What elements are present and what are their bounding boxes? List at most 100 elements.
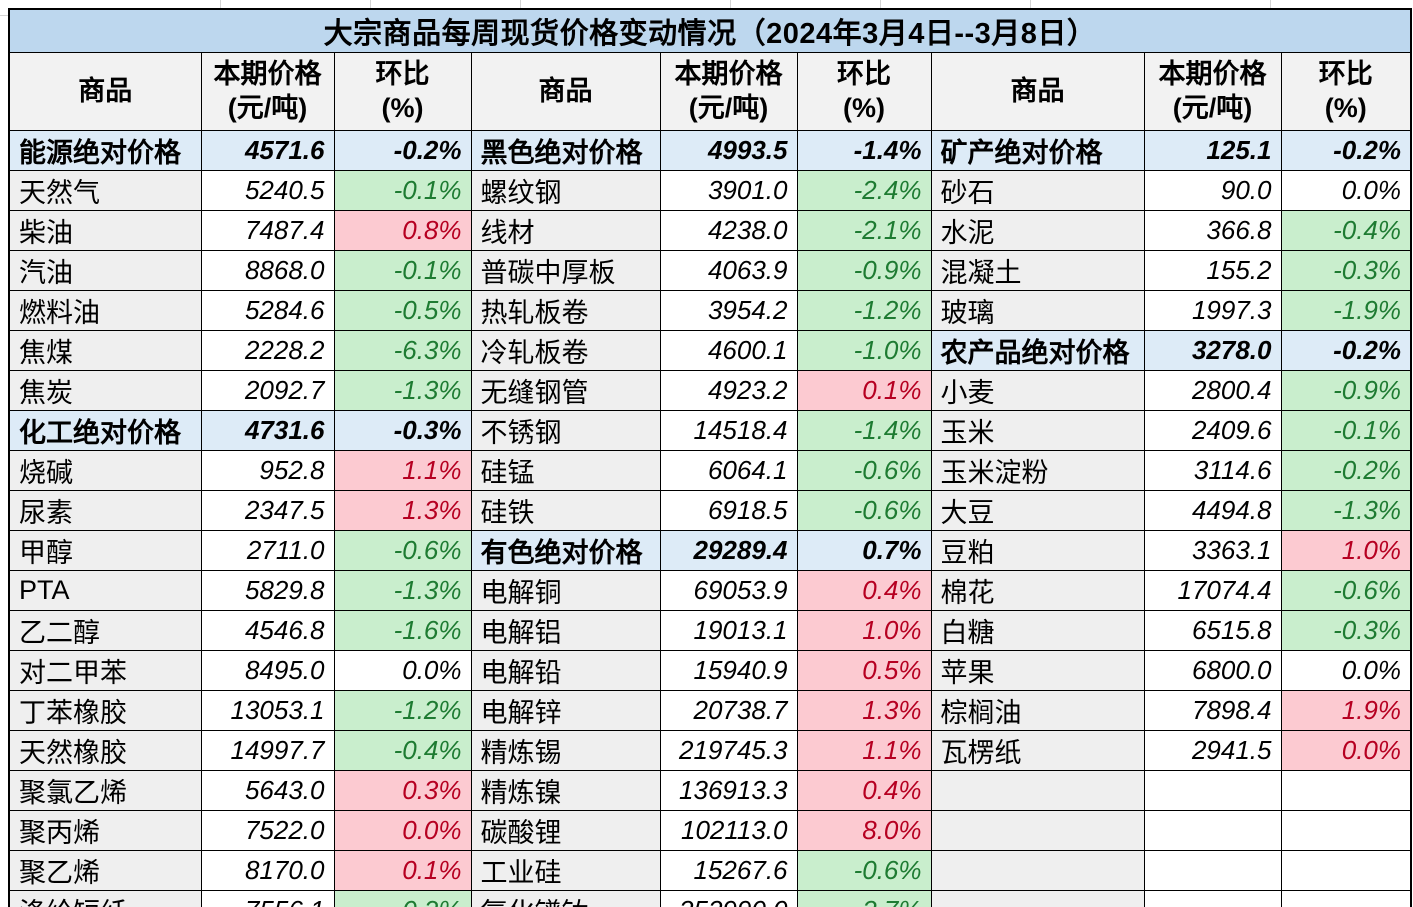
price-cell: 6918.5 — [659, 490, 798, 531]
gridline — [1270, 0, 1271, 8]
category-name-cell: 农产品绝对价格 — [930, 330, 1145, 371]
pct-cell: -1.4% — [796, 410, 932, 451]
commodity-name-cell: 电解铅 — [470, 650, 661, 691]
table-row: 燃料油 5284.6 -0.5% 热轧板卷 3954.2 -1.2% 玻璃 1997.3 -1.… — [8, 290, 1412, 331]
empty-name-cell — [930, 770, 1145, 811]
commodity-name-cell: 烧碱 — [8, 450, 202, 491]
category-pct-cell: -0.2% — [1280, 130, 1412, 171]
pct-cell: 0.1% — [333, 850, 472, 891]
pct-cell: -6.3% — [333, 330, 472, 371]
commodity-name-cell: 螺纹钢 — [470, 170, 661, 211]
price-cell: 6515.8 — [1143, 610, 1282, 651]
commodity-name-cell: 乙二醇 — [8, 610, 202, 651]
category-price-cell: 3278.0 — [1143, 330, 1282, 371]
gridline — [730, 0, 731, 8]
commodity-name-cell: 丁苯橡胶 — [8, 690, 202, 731]
header-label: (%) — [843, 92, 885, 123]
pct-cell: -0.6% — [796, 490, 932, 531]
header-commodity-2: 商品 — [470, 52, 661, 131]
price-cell: 90.0 — [1143, 170, 1282, 211]
commodity-name-cell: 热轧板卷 — [470, 290, 661, 331]
header-price-3: 本期价格 (元/吨) — [1143, 52, 1282, 131]
commodity-name-cell: 精炼镍 — [470, 770, 661, 811]
commodity-name-cell: 氧化镨钕 — [470, 890, 661, 907]
price-cell: 69053.9 — [659, 570, 798, 611]
pct-cell: -0.1% — [333, 170, 472, 211]
price-cell: 7522.0 — [200, 810, 335, 851]
price-cell — [1143, 850, 1282, 891]
price-cell: 136913.3 — [659, 770, 798, 811]
commodity-name-cell: 瓦楞纸 — [930, 730, 1145, 771]
price-cell — [1143, 770, 1282, 811]
price-cell: 19013.1 — [659, 610, 798, 651]
pct-cell: -0.1% — [1280, 410, 1412, 451]
table-row: 焦煤 2228.2 -6.3% 冷轧板卷 4600.1 -1.0% 农产品绝对价格 3278.… — [8, 330, 1412, 371]
price-cell: 8868.0 — [200, 250, 335, 291]
price-cell: 20738.7 — [659, 690, 798, 731]
price-cell: 8170.0 — [200, 850, 335, 891]
commodity-name-cell: 玻璃 — [930, 290, 1145, 331]
category-price-cell: 4731.6 — [200, 410, 335, 451]
pct-cell: 0.1% — [796, 370, 932, 411]
gridline — [370, 0, 371, 8]
commodity-name-cell: 天然气 — [8, 170, 202, 211]
commodity-name-cell: 水泥 — [930, 210, 1145, 251]
pct-cell: -0.3% — [1280, 610, 1412, 651]
table-row: 汽油 8868.0 -0.1% 普碳中厚板 4063.9 -0.9% 混凝土 155.2 -0.… — [8, 250, 1412, 291]
category-name-cell: 黑色绝对价格 — [470, 130, 661, 171]
gridline — [220, 0, 221, 8]
commodity-name-cell: 碳酸锂 — [470, 810, 661, 851]
commodity-name-cell: 电解铝 — [470, 610, 661, 651]
price-cell: 4546.8 — [200, 610, 335, 651]
price-cell: 2347.5 — [200, 490, 335, 531]
price-cell: 366.8 — [1143, 210, 1282, 251]
price-cell: 4600.1 — [659, 330, 798, 371]
pct-cell: 1.1% — [333, 450, 472, 491]
commodity-name-cell: 小麦 — [930, 370, 1145, 411]
pct-cell: -0.2% — [333, 890, 472, 907]
commodity-name-cell: PTA — [8, 570, 202, 611]
pct-cell: 1.1% — [796, 730, 932, 771]
commodity-name-cell: 棉花 — [930, 570, 1145, 611]
empty-name-cell — [930, 850, 1145, 891]
commodity-name-cell: 白糖 — [930, 610, 1145, 651]
price-cell: 3901.0 — [659, 170, 798, 211]
header-label: 环比 — [375, 58, 430, 89]
pct-cell: 0.8% — [333, 210, 472, 251]
price-cell — [1143, 890, 1282, 907]
category-pct-cell: -0.2% — [333, 130, 472, 171]
category-price-cell: 29289.4 — [659, 530, 798, 571]
table-row: PTA 5829.8 -1.3% 电解铜 69053.9 0.4% 棉花 17074.4 -0.… — [8, 570, 1412, 611]
header-price-1: 本期价格 (元/吨) — [200, 52, 335, 131]
pct-cell: 1.3% — [333, 490, 472, 531]
category-name-cell: 化工绝对价格 — [8, 410, 202, 451]
commodity-name-cell: 甲醇 — [8, 530, 202, 571]
pct-cell: -0.9% — [796, 250, 932, 291]
price-cell: 353990.0 — [659, 890, 798, 907]
header-price-2: 本期价格 (元/吨) — [659, 52, 798, 131]
price-cell: 5643.0 — [200, 770, 335, 811]
price-cell: 952.8 — [200, 450, 335, 491]
pct-cell — [1280, 810, 1412, 851]
header-label: 本期价格 — [1158, 58, 1267, 89]
category-name-cell: 能源绝对价格 — [8, 130, 202, 171]
pct-cell: -1.6% — [333, 610, 472, 651]
price-cell: 15940.9 — [659, 650, 798, 691]
pct-cell: -0.3% — [1280, 250, 1412, 291]
table-row: 甲醇 2711.0 -0.6% 有色绝对价格 29289.4 0.7% 豆粕 3363.1 1.… — [8, 530, 1412, 571]
header-label: 商品 — [78, 75, 133, 106]
category-price-cell: 125.1 — [1143, 130, 1282, 171]
pct-cell: -0.6% — [1280, 570, 1412, 611]
price-cell: 155.2 — [1143, 250, 1282, 291]
price-cell: 2941.5 — [1143, 730, 1282, 771]
price-cell: 17074.4 — [1143, 570, 1282, 611]
price-cell: 5829.8 — [200, 570, 335, 611]
header-label: 本期价格 — [674, 58, 783, 89]
header-label: 商品 — [538, 75, 593, 106]
commodity-name-cell: 苹果 — [930, 650, 1145, 691]
header-label: (元/吨) — [227, 92, 308, 123]
price-cell — [1143, 810, 1282, 851]
price-cell: 3954.2 — [659, 290, 798, 331]
header-label: 环比 — [1318, 58, 1373, 89]
